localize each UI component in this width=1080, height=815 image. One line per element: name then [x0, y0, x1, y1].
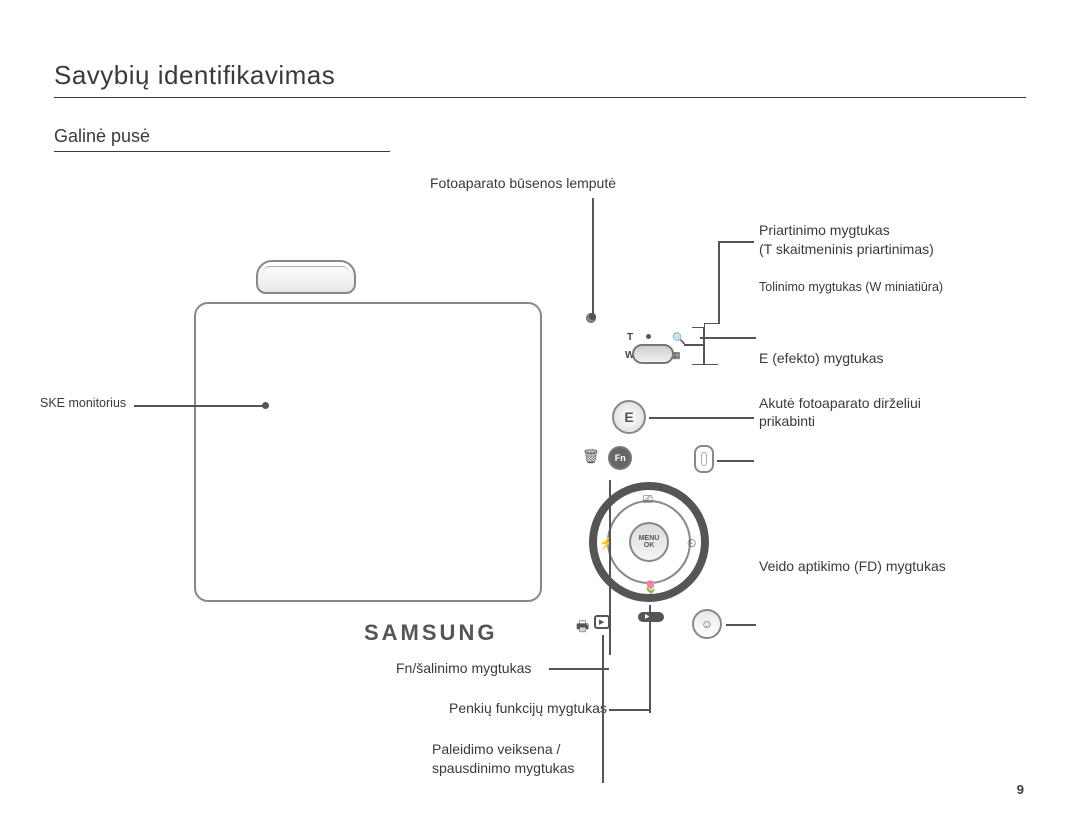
brand-logo: SAMSUNG: [364, 620, 497, 646]
zoom-dot-icon: [646, 334, 651, 339]
leader-strap: [717, 460, 754, 462]
leader-fn-v: [609, 480, 611, 655]
label-fn-delete: Fn/šalinimo mygtukas: [396, 660, 531, 676]
menu-label: MENU: [639, 535, 660, 542]
face-detect-button: ☺: [692, 609, 722, 639]
zoom-button: [632, 344, 674, 364]
camera-rear-diagram: SAMSUNG T W 🔍 ▦ E 🗑 Fn MENU OK ⎚ 🌷 ⚡: [54, 180, 1034, 780]
leader-lcd-dot: [262, 402, 269, 409]
fn-button: Fn: [608, 446, 632, 470]
zoom-bracket2: [704, 323, 718, 365]
label-fd: Veido aptikimo (FD) mygtukas: [759, 558, 946, 574]
trash-icon: 🗑: [582, 448, 600, 464]
playback-icon: [594, 615, 610, 629]
top-dial: [256, 260, 356, 294]
leader-five-v: [649, 605, 651, 713]
leader-fd: [726, 624, 756, 626]
macro-icon: 🌷: [643, 580, 658, 594]
leader-status-led: [592, 198, 594, 316]
leader-zoomin: [718, 241, 754, 243]
label-zoom-in-sub: (T skaitmeninis priartinimas): [759, 241, 934, 257]
zoom-bracket-shape: [692, 327, 704, 365]
label-zoom-out: Tolinimo mygtukas (W miniatiūra): [759, 280, 943, 294]
label-five-func: Penkių funkcijų mygtukas: [449, 700, 607, 716]
zoom-rocker: T W 🔍 ▦: [604, 330, 694, 378]
play-pause-icon: [638, 612, 664, 622]
strap-eyelet: [694, 445, 714, 473]
e-effect-button: E: [612, 400, 646, 434]
page-title: Savybių identiﬁkavimas: [54, 60, 1026, 98]
menu-ok-button: MENU OK: [629, 522, 669, 562]
leader-zoomin-v: [718, 241, 720, 324]
timer-icon: ⏲: [687, 536, 696, 551]
label-status-led: Fotoaparato būsenos lemputė: [430, 175, 616, 191]
leader-lcd: [134, 405, 264, 407]
leader-fn-h: [549, 668, 609, 670]
print-icon: 🖶: [576, 616, 589, 640]
zoom-t-label: T: [627, 332, 633, 343]
five-function-pad: MENU OK ⎚ 🌷 ⚡ ⏲: [589, 482, 709, 602]
lcd-screen: [194, 302, 542, 602]
flash-icon: ⚡: [599, 536, 614, 550]
label-e-effect: E (efekto) mygtukas: [759, 350, 884, 366]
page-number: 9: [1017, 782, 1024, 797]
leader-dot: [589, 313, 596, 320]
section-subtitle: Galinė pusė: [54, 126, 390, 152]
ok-label: OK: [644, 542, 655, 549]
label-zoom-in: Priartinimo mygtukas: [759, 222, 890, 238]
leader-play-v: [602, 635, 604, 783]
label-strap: Akutė fotoaparato dirželiui prikabinti: [759, 394, 979, 430]
leader-zoomout: [700, 337, 756, 339]
camera-body: SAMSUNG T W 🔍 ▦ E 🗑 Fn MENU OK ⎚ 🌷 ⚡: [194, 260, 714, 615]
disp-icon: ⎚: [643, 492, 653, 507]
leader-e: [649, 417, 754, 419]
label-lcd: SKE monitorius: [40, 396, 126, 410]
leader-stub: [684, 344, 692, 346]
leader-five-h: [609, 709, 649, 711]
fn-delete-area: 🗑 Fn: [582, 446, 632, 470]
